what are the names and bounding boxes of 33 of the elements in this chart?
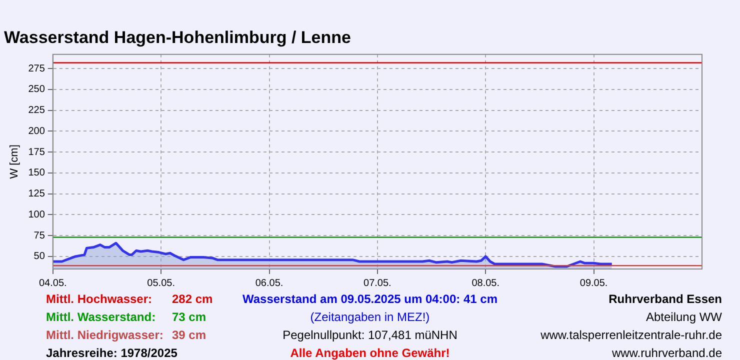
y-tick-label: 175: [28, 146, 46, 158]
text: Alle Angaben ohne Gewähr!: [290, 346, 450, 360]
text: Ruhrverband Essen: [608, 291, 722, 308]
x-tick-label: 08.05.: [472, 278, 500, 289]
y-axis-title: W [cm]: [8, 144, 21, 179]
text: 39 cm: [172, 327, 206, 344]
chart-title: Wasserstand Hagen-Hohenlimburg / Lenne: [4, 28, 351, 47]
x-tick-label: 07.05.: [364, 278, 392, 289]
y-tick-label: 150: [28, 168, 46, 179]
text: 282 cm: [172, 291, 213, 308]
y-tick-label: 125: [28, 188, 46, 200]
x-tick-label: 09.05.: [580, 278, 608, 289]
text: Jahresreihe: 1978/2025: [46, 345, 178, 360]
y-tick-label: 225: [28, 105, 46, 116]
x-tick-label: 06.05.: [255, 278, 284, 289]
x-tick-label: 04.05.: [38, 278, 67, 289]
x-tick-label: 05.05.: [147, 278, 175, 289]
text: (Zeitangaben in MEZ!): [310, 310, 430, 324]
ref-line-label: Mittl. Wasserstand:: [46, 309, 156, 326]
y-tick-label: 100: [28, 209, 46, 220]
ref-line-label: Mittl. Niedrigwasser:: [46, 327, 164, 344]
y-tick-label: 200: [28, 126, 46, 137]
text: Pegelnullpunkt: 107,481 müNHN: [282, 328, 458, 342]
text: Wasserstand am 09.05.2025 um 04:00: 41 cm: [242, 292, 498, 306]
y-tick-label: 75: [34, 230, 46, 242]
y-tick-label: 50: [34, 251, 46, 262]
y-tick-label: 275: [28, 63, 46, 74]
text: Abteilung WW: [646, 309, 722, 326]
text: 73 cm: [172, 309, 206, 326]
y-tick-label: 250: [28, 84, 46, 96]
text: www.talsperrenleitzentrale-ruhr.de: [540, 327, 722, 344]
text: www.ruhrverband.de: [612, 345, 722, 360]
ref-line-label: Mittl. Hochwasser:: [46, 291, 152, 308]
